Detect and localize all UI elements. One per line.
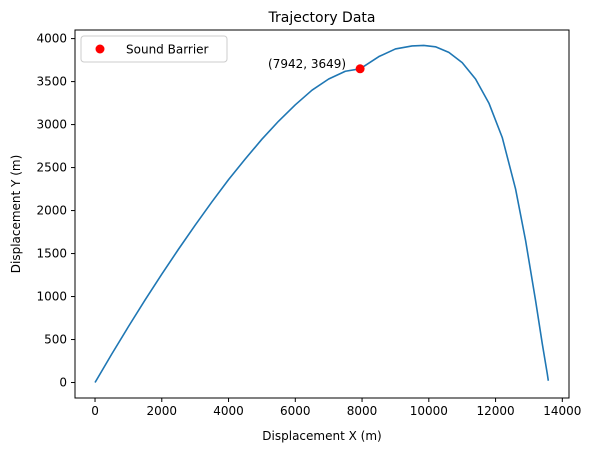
legend: Sound Barrier [80,35,228,63]
legend-box [80,35,228,63]
y-tick-label-3: 1500 [36,247,67,261]
x-tick-label-1: 2000 [147,404,178,418]
x-tick-label-3: 6000 [280,404,311,418]
legend-marker [95,44,105,54]
axes-frame [74,29,570,399]
sound-barrier-point [355,64,365,74]
x-tick-label-2: 4000 [213,404,244,418]
y-tick-label-5: 2500 [36,161,67,175]
y-tick-label-0: 0 [59,376,67,390]
y-tick-label-6: 3000 [36,118,67,132]
x-tick-label-5: 10000 [410,404,448,418]
y-tick-label-7: 3500 [36,75,67,89]
y-tick-label-1: 500 [44,333,67,347]
x-tick-label-0: 0 [91,404,99,418]
y-axis-label: Displacement Y (m) [9,155,23,274]
x-tick-label-7: 14000 [543,404,581,418]
x-tick-label-6: 12000 [476,404,514,418]
sound-barrier-annotation: (7942, 3649) [268,57,346,71]
plot-area: 0 2000 4000 6000 8000 10000 12000 14000 0 500 1000… [36,32,581,418]
y-tick-label-4: 2000 [36,204,67,218]
chart-title: Trajectory Data [267,10,375,26]
x-axis-label: Displacement X (m) [262,429,381,443]
legend-label-sound-barrier: Sound Barrier [126,43,209,57]
x-tick-label-4: 8000 [347,404,378,418]
y-tick-label-2: 1000 [36,290,67,304]
y-tick-label-8: 4000 [36,32,67,46]
